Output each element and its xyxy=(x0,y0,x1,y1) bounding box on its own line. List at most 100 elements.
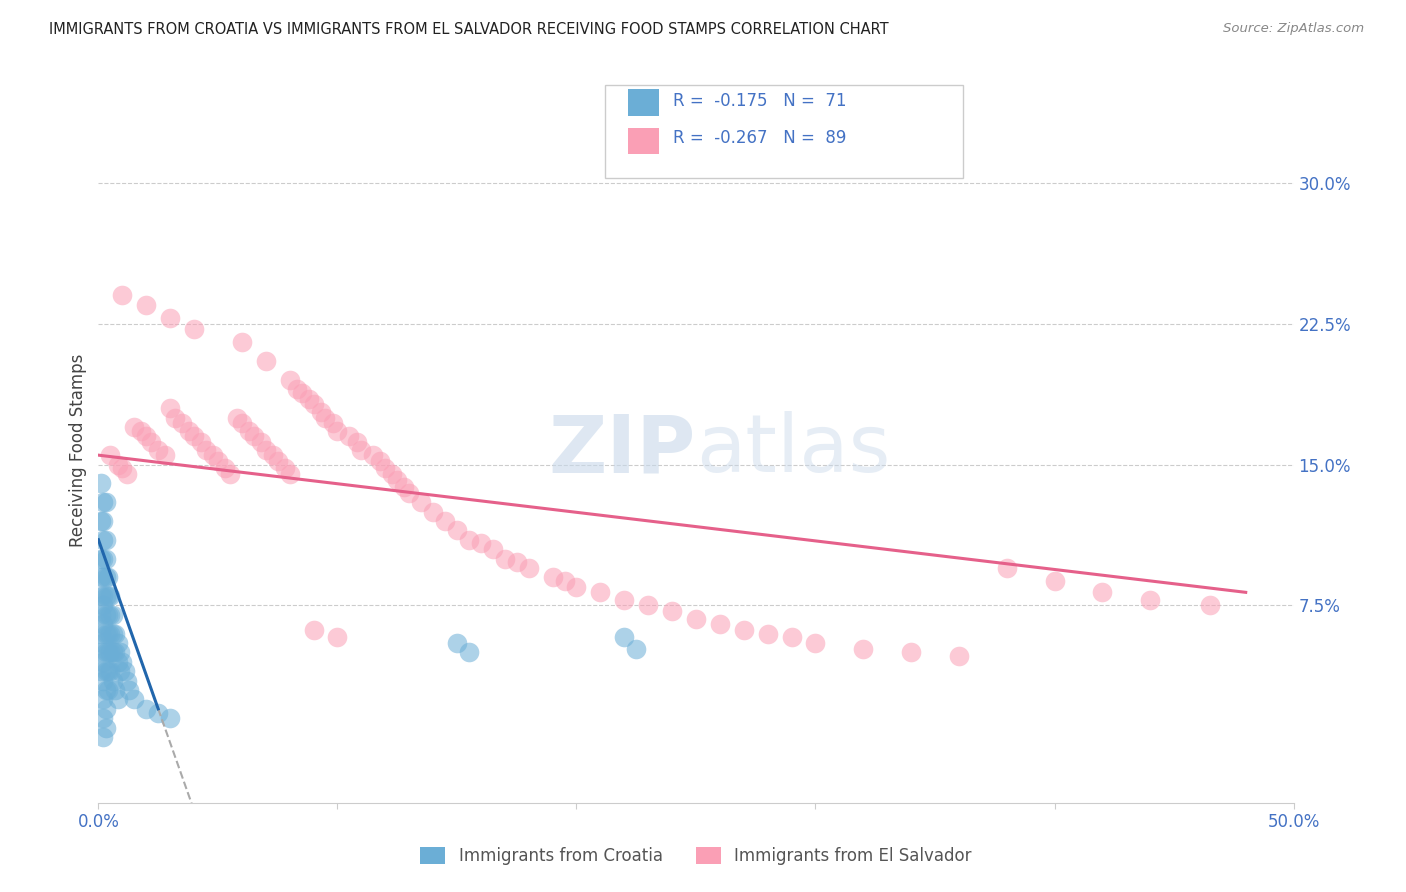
Point xyxy=(94,626,117,640)
Point xyxy=(183,429,205,443)
Point xyxy=(97,645,120,659)
Point xyxy=(94,665,117,679)
Point xyxy=(108,665,131,679)
Point xyxy=(202,448,225,462)
Point xyxy=(90,665,112,679)
Point xyxy=(250,435,273,450)
Point xyxy=(285,383,308,397)
Point xyxy=(91,617,114,632)
Point xyxy=(458,645,481,659)
Point xyxy=(262,448,284,462)
Point xyxy=(274,461,297,475)
Point xyxy=(108,645,131,659)
Point xyxy=(565,580,588,594)
Y-axis label: Receiving Food Stamps: Receiving Food Stamps xyxy=(69,354,87,547)
Point xyxy=(104,645,127,659)
Point xyxy=(278,467,301,481)
Point xyxy=(101,626,124,640)
Point xyxy=(135,429,157,443)
Point xyxy=(315,410,337,425)
Point xyxy=(613,592,636,607)
Point xyxy=(231,335,253,350)
Point xyxy=(159,401,181,416)
Point xyxy=(135,702,157,716)
Point xyxy=(135,298,157,312)
Point xyxy=(231,416,253,430)
Point xyxy=(541,570,564,584)
Point xyxy=(852,641,875,656)
Point xyxy=(90,514,112,528)
Point xyxy=(111,461,134,475)
Point xyxy=(101,645,124,659)
Point xyxy=(350,442,373,457)
Point xyxy=(124,692,146,706)
Point xyxy=(685,612,707,626)
Point xyxy=(291,386,314,401)
Point xyxy=(98,607,122,622)
Point xyxy=(278,373,301,387)
Point xyxy=(97,607,120,622)
Text: R =  -0.267   N =  89: R = -0.267 N = 89 xyxy=(673,129,846,147)
Point xyxy=(458,533,481,547)
Point xyxy=(91,655,114,669)
Point xyxy=(104,683,127,698)
Point xyxy=(94,533,117,547)
Point xyxy=(94,589,117,603)
Point xyxy=(446,636,468,650)
Point xyxy=(183,322,205,336)
Point xyxy=(900,645,922,659)
Point xyxy=(91,711,114,725)
Point xyxy=(94,570,117,584)
Point xyxy=(94,551,117,566)
Text: Source: ZipAtlas.com: Source: ZipAtlas.com xyxy=(1223,22,1364,36)
Point xyxy=(190,435,212,450)
Point xyxy=(207,454,229,468)
Point xyxy=(90,645,112,659)
Point xyxy=(101,607,124,622)
Point xyxy=(326,424,349,438)
Point xyxy=(90,626,112,640)
Point xyxy=(159,711,181,725)
Point xyxy=(374,461,396,475)
Point xyxy=(163,410,186,425)
Text: IMMIGRANTS FROM CROATIA VS IMMIGRANTS FROM EL SALVADOR RECEIVING FOOD STAMPS COR: IMMIGRANTS FROM CROATIA VS IMMIGRANTS FR… xyxy=(49,22,889,37)
Point xyxy=(107,636,129,650)
Point xyxy=(98,448,122,462)
Point xyxy=(995,561,1018,575)
Point xyxy=(254,442,277,457)
Point xyxy=(94,495,117,509)
Point xyxy=(481,542,505,557)
Point xyxy=(97,626,120,640)
Point xyxy=(254,354,277,368)
Point xyxy=(626,641,648,656)
Point xyxy=(385,473,409,487)
Point xyxy=(411,495,433,509)
Point xyxy=(1199,599,1222,613)
Point xyxy=(302,623,325,637)
Point xyxy=(302,397,325,411)
Point xyxy=(506,555,529,569)
Point xyxy=(195,442,218,457)
Point xyxy=(111,288,134,302)
Point xyxy=(91,599,114,613)
Text: R =  -0.175   N =  71: R = -0.175 N = 71 xyxy=(673,92,846,110)
Point xyxy=(637,599,659,613)
Point xyxy=(709,617,731,632)
Point xyxy=(98,626,122,640)
Point xyxy=(434,514,457,528)
Point xyxy=(226,410,249,425)
Point xyxy=(139,435,162,450)
Point xyxy=(661,604,683,618)
Point xyxy=(114,665,136,679)
Point xyxy=(94,683,117,698)
Point xyxy=(1139,592,1161,607)
Point xyxy=(172,416,194,430)
Point xyxy=(370,454,392,468)
Point xyxy=(124,420,146,434)
Point xyxy=(733,623,755,637)
Point xyxy=(90,570,112,584)
Text: ZIP: ZIP xyxy=(548,411,696,490)
Point xyxy=(554,574,576,588)
Point xyxy=(97,665,120,679)
Point xyxy=(339,429,361,443)
